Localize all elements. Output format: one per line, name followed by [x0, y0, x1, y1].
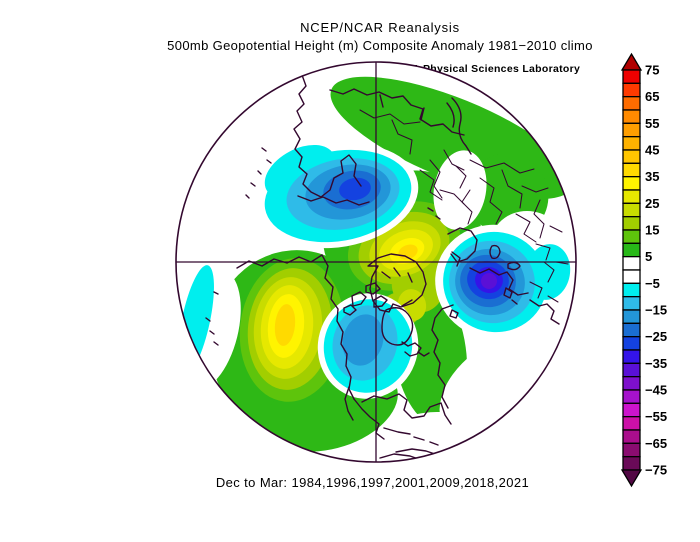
- colorbar-tick-label: −45: [645, 383, 667, 398]
- anomaly-fill-region: [342, 314, 384, 366]
- country-border-path: [359, 109, 421, 125]
- colorbar-tick-label: 55: [645, 116, 659, 131]
- colorbar-segment: [622, 269, 641, 284]
- colorbar-segment: [622, 389, 641, 404]
- colorbar-tick-label: 5: [645, 249, 652, 264]
- colorbar-segment: [622, 256, 641, 271]
- coastline-path: [379, 427, 439, 462]
- coastline-path: [401, 341, 430, 357]
- colorbar-tick-label: −15: [645, 303, 667, 318]
- colorbar-segment: [622, 216, 641, 231]
- colorbar-segment: [622, 109, 641, 124]
- country-border-path: [391, 119, 413, 155]
- colorbar-segment: [622, 282, 641, 298]
- anomaly-fill-region: [433, 150, 487, 230]
- colorbar-segment: [622, 456, 641, 471]
- colorbar-segment: [622, 362, 641, 378]
- colorbar-tick-label: 15: [645, 223, 659, 238]
- country-border-path: [529, 281, 543, 299]
- coastline-path: [245, 147, 272, 199]
- colorbar-tick-label: −35: [645, 356, 667, 371]
- anomaly-fill-region: [339, 177, 371, 201]
- colorbar-segment: [622, 442, 641, 458]
- figure-subtitle: 500mb Geopotential Height (m) Composite …: [167, 38, 593, 53]
- colorbar-segment: [622, 429, 641, 444]
- colorbar-segment: [622, 96, 641, 111]
- colorbar-segment: [622, 176, 641, 191]
- colorbar-segment: [622, 309, 641, 324]
- colorbar-tick-label: 25: [645, 196, 659, 211]
- colorbar-tick-label: −75: [645, 463, 667, 478]
- country-border-path: [535, 243, 551, 261]
- anomaly-fill-region: [274, 304, 296, 346]
- colorbar-segment: [622, 336, 641, 351]
- coastline-path: [329, 88, 465, 136]
- coastline-path: [427, 207, 459, 319]
- figure-title: NCEP/NCAR Reanalysis: [300, 20, 460, 35]
- coastline-path: [469, 267, 560, 325]
- colorbar-tick-label: 65: [645, 89, 659, 104]
- colorbar-arrow-down: [620, 469, 643, 488]
- coastline-path: [205, 254, 323, 346]
- country-border-path: [469, 159, 535, 174]
- country-border-path: [479, 177, 503, 225]
- colorbar-segment: [622, 189, 641, 204]
- colorbar-segment: [622, 82, 641, 98]
- country-border-path: [429, 159, 443, 199]
- country-border-path: [455, 165, 467, 189]
- coastline-path: [431, 304, 454, 409]
- country-border-path: [533, 199, 545, 239]
- colorbar-segment: [622, 202, 641, 218]
- colorbar-segment: [622, 122, 641, 138]
- anomaly-fill-region: [481, 273, 497, 289]
- country-border-path: [501, 169, 523, 209]
- colorbar-tick-label: −55: [645, 409, 667, 424]
- country-border-path: [549, 225, 563, 233]
- coastline-path: [381, 299, 414, 346]
- colorbar-segment: [622, 229, 641, 244]
- colorbar-segment: [622, 402, 641, 418]
- colorbar-segment: [622, 296, 641, 311]
- country-border-path: [543, 261, 555, 283]
- country-border-path: [419, 169, 443, 201]
- coastline-path: [367, 253, 427, 313]
- colorbar-segment: [622, 322, 641, 338]
- country-border-path: [521, 185, 549, 193]
- colorbar-segment: [622, 162, 641, 178]
- coastline-path: [353, 393, 452, 440]
- colorbar-arrow-up: [620, 52, 643, 71]
- colorbar-tick-label: −5: [645, 276, 660, 291]
- coastline-path: [297, 195, 370, 206]
- country-border-path: [515, 213, 537, 243]
- composite-years-caption: Dec to Mar: 1984,1996,1997,2001,2009,201…: [215, 475, 530, 490]
- colorbar-tick-label: −65: [645, 436, 667, 451]
- colorbar-segment: [622, 349, 641, 364]
- map-clip-group: [176, 62, 576, 462]
- country-border-path: [443, 149, 465, 171]
- colorbar-segment: [622, 136, 641, 151]
- country-border-path: [461, 189, 473, 225]
- colorbar-segment: [622, 416, 641, 431]
- colorbar-segment: [622, 69, 641, 84]
- coastline-path: [446, 97, 472, 155]
- colorbar-tick-label: 35: [645, 169, 659, 184]
- colorbar-segment: [622, 149, 641, 164]
- country-border-path: [439, 189, 465, 205]
- colorbar-tick-label: 75: [645, 63, 659, 78]
- country-border-path: [547, 295, 559, 303]
- coastline-path: [293, 74, 362, 198]
- map-boundary-circle: [175, 61, 577, 463]
- colorbar-segment: [622, 376, 641, 391]
- coastline-path: [321, 254, 355, 421]
- colorbar-tick-label: −25: [645, 329, 667, 344]
- colorbar-tick-label: 45: [645, 143, 659, 158]
- colorbar-segment: [622, 242, 641, 258]
